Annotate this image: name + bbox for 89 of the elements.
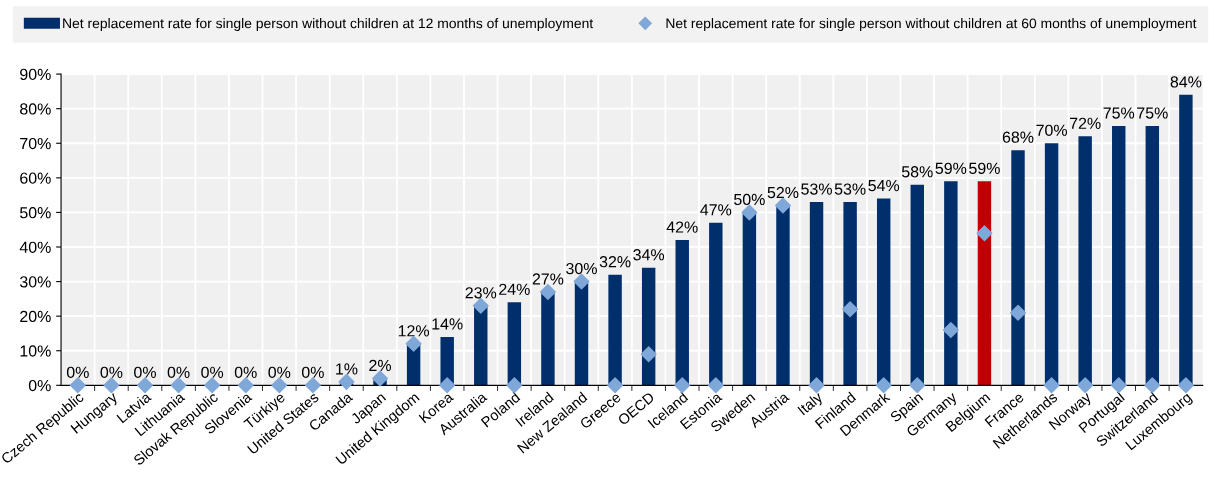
- bar: [1145, 125, 1160, 386]
- point: [909, 377, 926, 394]
- bar: [977, 181, 992, 386]
- point: [707, 377, 724, 394]
- data-label: 0%: [268, 366, 291, 378]
- data-label: 70%: [1036, 124, 1067, 136]
- point: [271, 377, 288, 394]
- data-label: 58%: [901, 166, 933, 178]
- bar: [809, 202, 824, 386]
- bar: [742, 212, 757, 386]
- data-label: 42%: [666, 221, 698, 233]
- data-label: 75%: [1103, 107, 1135, 119]
- data-label: 0%: [167, 366, 190, 378]
- point: [237, 377, 254, 394]
- data-label: 24%: [499, 283, 530, 295]
- data-label: 0%: [301, 366, 324, 378]
- y-tick-label: 50%: [20, 207, 51, 219]
- data-label: 59%: [969, 162, 1000, 174]
- bar: [1179, 94, 1193, 386]
- data-label: 72%: [1070, 117, 1101, 129]
- point: [674, 377, 691, 394]
- bar: [944, 181, 958, 386]
- data-label: 30%: [566, 262, 597, 275]
- y-tick-label: 0%: [28, 379, 51, 392]
- legend-label: Net replacement rate for single person without children at 12 months of unemployment: [63, 18, 594, 31]
- data-label: 0%: [234, 366, 257, 378]
- point: [607, 377, 624, 394]
- point: [942, 322, 959, 338]
- bar: [1112, 125, 1126, 386]
- data-label: 34%: [633, 249, 665, 261]
- y-tick-label: 60%: [20, 172, 51, 184]
- point: [137, 377, 153, 394]
- point: [204, 377, 221, 394]
- data-label: 59%: [935, 162, 967, 174]
- point: [1010, 304, 1026, 321]
- bar: [876, 198, 891, 386]
- bar: [1044, 143, 1059, 386]
- data-label: 27%: [532, 273, 564, 285]
- point: [640, 346, 657, 363]
- point: [170, 377, 187, 394]
- data-label: 68%: [1002, 131, 1034, 143]
- data-label: 52%: [767, 186, 799, 199]
- data-label: 0%: [134, 366, 156, 378]
- y-tick-label: 20%: [20, 310, 51, 323]
- point: [372, 370, 389, 387]
- bar: [608, 274, 622, 386]
- bar: [1011, 150, 1025, 386]
- bar: [574, 281, 589, 386]
- data-label: 54%: [868, 180, 900, 192]
- bar: [709, 222, 723, 386]
- bar: [541, 291, 555, 386]
- data-label: 53%: [834, 183, 866, 195]
- point: [741, 204, 758, 221]
- data-label: 47%: [700, 204, 732, 216]
- data-label: 0%: [66, 366, 89, 378]
- data-label: 50%: [734, 193, 765, 206]
- point: [1043, 377, 1060, 394]
- y-tick-label: 10%: [20, 345, 51, 357]
- y-tick-label: 70%: [20, 137, 51, 150]
- point: [304, 377, 321, 394]
- y-tick-label: 80%: [20, 103, 51, 115]
- y-tick-label: 30%: [19, 276, 51, 288]
- legend-label: Net replacement rate for single person without children at 60 months of unemployment: [666, 18, 1197, 31]
- point: [1177, 377, 1194, 394]
- data-label: 1%: [336, 363, 358, 375]
- data-label: 84%: [1170, 76, 1202, 88]
- data-label: 0%: [100, 366, 123, 378]
- bar: [474, 305, 488, 386]
- data-label: 2%: [369, 359, 392, 372]
- point: [976, 225, 993, 242]
- bar: [776, 205, 790, 386]
- data-label: 14%: [432, 318, 463, 330]
- point: [439, 377, 456, 394]
- y-tick-label: 90%: [20, 68, 51, 81]
- data-label: 12%: [398, 325, 430, 337]
- y-tick-label: 40%: [19, 241, 51, 253]
- bar: [843, 202, 857, 386]
- point: [1144, 377, 1161, 394]
- bar: [910, 184, 924, 386]
- data-label: 75%: [1137, 107, 1168, 119]
- data-label: 23%: [465, 287, 497, 299]
- bar: [675, 240, 689, 386]
- data-label: 53%: [801, 183, 832, 195]
- bar: [507, 302, 522, 386]
- data-label: 0%: [201, 366, 224, 378]
- data-label: 32%: [599, 256, 631, 268]
- point: [842, 301, 859, 318]
- point: [875, 377, 892, 394]
- bar: [1078, 136, 1092, 386]
